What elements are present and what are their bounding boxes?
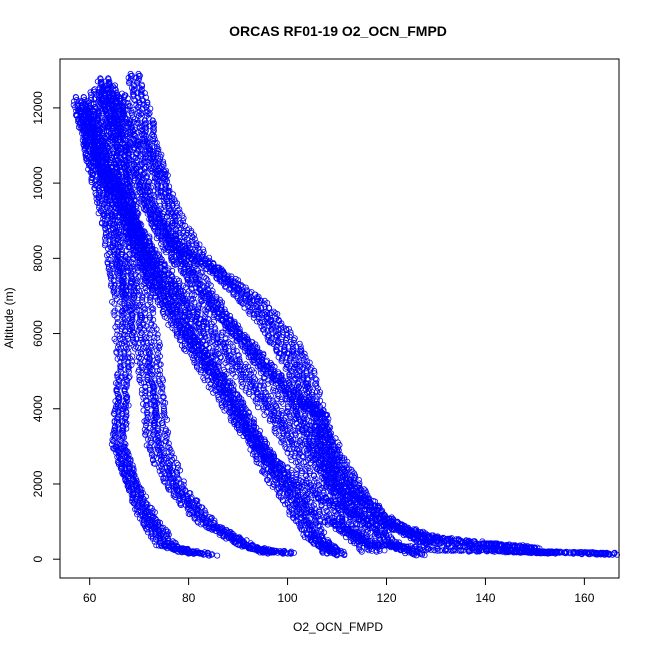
data-point [358, 548, 365, 555]
data-point [137, 88, 144, 95]
data-point [284, 449, 291, 456]
data-point [157, 205, 164, 212]
data-point [331, 515, 338, 522]
data-point [136, 108, 143, 115]
data-point [291, 453, 298, 460]
data-point [413, 552, 420, 559]
data-point [252, 398, 259, 405]
data-point [111, 300, 118, 307]
data-point [112, 293, 119, 300]
data-point [112, 324, 119, 331]
data-point [312, 475, 319, 482]
data-point [87, 89, 94, 96]
data-point [343, 534, 350, 541]
data-point [265, 377, 272, 384]
data-point [341, 552, 348, 559]
data-point [160, 162, 167, 169]
data-point [103, 233, 110, 240]
data-point [281, 441, 288, 448]
data-point [214, 552, 221, 559]
data-point [206, 333, 213, 340]
data-point [278, 398, 285, 405]
data-point [239, 380, 246, 387]
data-point [261, 411, 268, 418]
data-point [115, 305, 122, 312]
data-point [280, 437, 287, 444]
data-point [246, 390, 253, 397]
data-point [304, 475, 311, 482]
data-point [266, 417, 273, 424]
data-point [260, 406, 267, 413]
data-point [110, 309, 117, 316]
data-point [282, 444, 289, 451]
chart-title: ORCAS RF01-19 O2_OCN_FMPD [229, 23, 447, 39]
data-point [105, 265, 112, 272]
data-point [232, 373, 239, 380]
data-point [153, 235, 160, 242]
data-point [305, 464, 312, 471]
data-point [145, 111, 152, 118]
data-point [107, 273, 114, 280]
data-point [306, 468, 313, 475]
data-point [245, 354, 252, 361]
data-point [144, 108, 151, 115]
data-point [292, 449, 299, 456]
data-point [242, 387, 249, 394]
data-point [103, 252, 110, 259]
data-point [197, 550, 204, 557]
data-point [298, 468, 305, 475]
data-point [286, 446, 293, 453]
data-point [309, 486, 316, 493]
data-points [70, 70, 621, 559]
data-point [421, 552, 428, 559]
data-point [114, 327, 121, 334]
data-point [280, 400, 287, 407]
data-point [278, 439, 285, 446]
data-point [137, 111, 144, 118]
data-point [254, 400, 261, 407]
data-point [98, 78, 105, 85]
data-point [150, 121, 157, 128]
data-point [88, 94, 95, 101]
data-point [292, 459, 299, 466]
data-point [228, 367, 235, 374]
data-point [111, 307, 118, 314]
data-point [111, 290, 118, 297]
data-point [320, 487, 327, 494]
data-point [205, 552, 212, 559]
data-point [238, 376, 245, 383]
data-point [158, 525, 165, 532]
data-point [323, 513, 330, 520]
data-point [191, 291, 198, 298]
data-point [88, 179, 95, 186]
data-point [287, 453, 294, 460]
data-point [131, 96, 138, 103]
data-point [101, 242, 108, 249]
data-point [129, 88, 136, 95]
data-point [355, 543, 362, 550]
data-point [152, 516, 159, 523]
data-point [108, 280, 115, 287]
data-point [141, 90, 148, 97]
data-point [71, 98, 78, 105]
data-point [197, 269, 204, 276]
data-point [156, 293, 163, 300]
data-point [278, 434, 285, 441]
data-point [114, 320, 121, 327]
data-point [283, 445, 290, 452]
data-point [114, 314, 121, 321]
data-point [357, 547, 364, 554]
data-point [294, 459, 301, 466]
data-point [238, 378, 245, 385]
data-point [254, 404, 261, 411]
data-point [202, 333, 209, 340]
data-point [123, 449, 130, 456]
